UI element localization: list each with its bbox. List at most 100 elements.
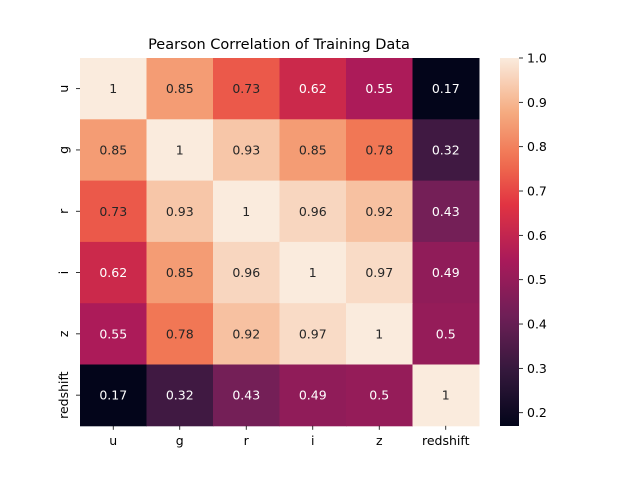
cell-value-label: 0.96: [232, 265, 260, 280]
heatmap-cell: [80, 180, 147, 243]
x-tick-label: z: [376, 433, 383, 448]
heatmap-cell: [80, 58, 147, 120]
heatmap-cell: [279, 241, 347, 304]
heatmap-cell: [146, 364, 214, 427]
cell-value-label: 0.92: [365, 204, 393, 219]
colorbar-tick-label: 0.4: [527, 317, 547, 332]
cell-value-label: 0.78: [166, 326, 194, 341]
cell-value-label: 0.92: [232, 326, 260, 341]
cell-value-label: 0.73: [99, 204, 127, 219]
heatmap-cell: [346, 180, 413, 243]
cell-value-label: 0.73: [232, 81, 260, 96]
heatmap-cell: [346, 303, 413, 365]
heatmap-cell: [213, 241, 280, 304]
y-tick-label: u: [56, 85, 71, 93]
cell-value-label: 0.55: [99, 326, 127, 341]
cell-value-label: 1: [242, 204, 250, 219]
heatmap-cell: [213, 119, 280, 182]
heatmap-cell: [279, 303, 347, 365]
heatmap-cell: [412, 364, 480, 427]
heatmap-cell: [80, 241, 147, 304]
cell-value-label: 0.43: [432, 204, 460, 219]
y-axis: u g r i z redshift: [56, 85, 80, 419]
heatmap-cell: [80, 119, 147, 182]
cell-value-label: 0.97: [365, 265, 393, 280]
heatmap-cell: [213, 58, 280, 120]
cell-value-label: 0.96: [299, 204, 327, 219]
colorbar-tick-label: 1.0: [527, 51, 547, 66]
cell-value-label: 0.85: [299, 142, 327, 157]
cell-value-label: 0.78: [365, 142, 393, 157]
cell-value-label: 0.49: [432, 265, 460, 280]
cell-value-label: 0.32: [166, 388, 194, 403]
heatmap-cell: [279, 119, 347, 182]
heatmap-cell: [412, 180, 480, 243]
x-tick-label: r: [244, 433, 250, 448]
heatmap-cell: [213, 303, 280, 365]
cell-value-label: 1: [176, 142, 184, 157]
heatmap-cell: [412, 303, 480, 365]
cell-value-label: 0.97: [299, 326, 327, 341]
cell-value-label: 0.5: [436, 326, 456, 341]
cell-value-label: 1: [442, 388, 450, 403]
cell-value-label: 0.17: [432, 81, 460, 96]
x-tick-label: g: [176, 433, 184, 448]
cell-value-label: 0.62: [299, 81, 327, 96]
colorbar-tick-label: 0.3: [527, 361, 547, 376]
y-tick-label: i: [56, 271, 71, 274]
heatmap-cell: [213, 364, 280, 427]
cell-value-label: 0.62: [99, 265, 127, 280]
colorbar-tick-label: 0.7: [527, 184, 547, 199]
y-tick-label: r: [56, 208, 71, 214]
cell-value-label: 0.43: [232, 388, 260, 403]
colorbar-tick-label: 0.9: [527, 95, 547, 110]
heatmap-cell: [213, 180, 280, 243]
cell-value-label: 0.85: [99, 142, 127, 157]
cell-value-label: 0.5: [369, 388, 389, 403]
heatmap-cell: [412, 119, 480, 182]
colorbar-tick-label: 0.6: [527, 228, 547, 243]
cell-value-label: 1: [109, 81, 117, 96]
heatmap-cell: [346, 364, 413, 427]
heatmap-cell: [146, 58, 214, 120]
cell-value-label: 0.85: [166, 265, 194, 280]
cell-value-label: 0.32: [432, 142, 460, 157]
x-tick-label: redshift: [422, 433, 470, 448]
cell-value-label: 0.17: [99, 388, 127, 403]
heatmap-cells: 1 0.85 0.73 0.62 0.55 0.17 0.85 1 0.93 0.85 0.78 0.…: [80, 58, 480, 427]
cell-value-label: 0.93: [232, 142, 260, 157]
heatmap-cell: [146, 303, 214, 365]
heatmap-cell: [279, 180, 347, 243]
cell-value-label: 0.93: [166, 204, 194, 219]
heatmap-cell: [412, 58, 480, 120]
x-axis: u g r i z redshift: [109, 425, 470, 448]
cell-value-label: 1: [309, 265, 317, 280]
colorbar-gradient: [500, 58, 519, 426]
heatmap-cell: [346, 241, 413, 304]
heatmap-cell: [346, 119, 413, 182]
heatmap-cell: [80, 364, 147, 427]
chart-title: Pearson Correlation of Training Data: [148, 37, 410, 53]
x-tick-label: u: [109, 433, 117, 448]
heatmap-cell: [146, 180, 214, 243]
cell-value-label: 0.49: [299, 388, 327, 403]
y-tick-label: z: [56, 330, 71, 337]
heatmap-cell: [146, 241, 214, 304]
colorbar-tick-label: 0.2: [527, 405, 547, 420]
heatmap-cell: [279, 364, 347, 427]
y-tick-label: redshift: [56, 371, 71, 419]
cell-value-label: 0.85: [166, 81, 194, 96]
heatmap-cell: [80, 303, 147, 365]
heatmap-cell: [279, 58, 347, 120]
y-tick-label: g: [56, 146, 71, 154]
x-tick-label: i: [311, 433, 314, 448]
heatmap-cell: [146, 119, 214, 182]
cell-value-label: 1: [375, 326, 383, 341]
colorbar-tick-label: 0.8: [527, 139, 547, 154]
cell-value-label: 0.55: [365, 81, 393, 96]
colorbar-tick-label: 0.5: [527, 272, 547, 287]
heatmap-cell: [346, 58, 413, 120]
heatmap-cell: [412, 241, 480, 304]
colorbar: 0.2 0.3 0.4 0.5 0.6 0.7 0.8 0.9 1.0: [500, 51, 547, 426]
